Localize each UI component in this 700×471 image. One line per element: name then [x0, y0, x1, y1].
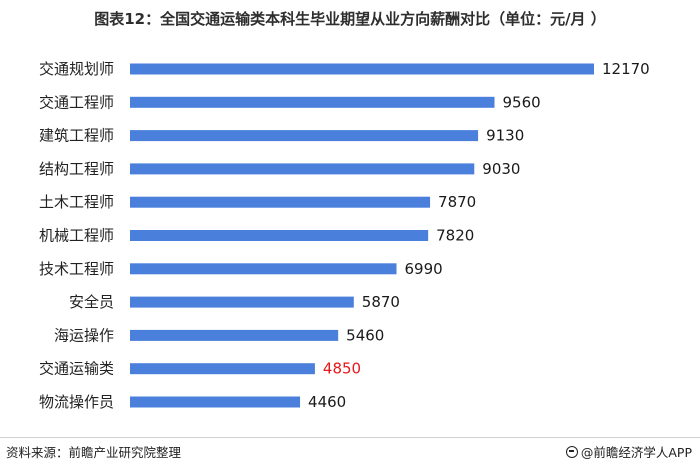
- value-label: 7820: [436, 227, 474, 245]
- brand-credit: @前瞻经济学人APP: [565, 442, 692, 461]
- bar: [130, 196, 431, 208]
- category-label: 技术工程师: [39, 260, 114, 278]
- chart-title: 图表12：全国交通运输类本科生毕业期望从业方向薪酬对比（单位：元/月 ）: [94, 10, 606, 28]
- bar: [130, 96, 495, 108]
- value-label: 9130: [486, 127, 524, 145]
- bar: [130, 163, 475, 175]
- category-label: 交通规划师: [39, 60, 114, 78]
- brand-credit-text: @前瞻经济学人APP: [580, 445, 692, 460]
- app-logo-icon: [565, 445, 578, 458]
- category-label: 建筑工程师: [39, 127, 114, 145]
- footer-divider: [0, 437, 700, 438]
- bar: [130, 130, 479, 142]
- category-label: 土木工程师: [39, 193, 114, 211]
- value-label: 9560: [502, 93, 540, 111]
- value-label: 12170: [602, 60, 650, 78]
- value-label: 5460: [346, 326, 384, 344]
- value-label: 9030: [482, 160, 520, 178]
- value-label: 4460: [308, 393, 346, 411]
- bar: [130, 329, 339, 341]
- bar: [130, 63, 594, 75]
- bar: [130, 230, 429, 241]
- category-label: 机械工程师: [39, 227, 114, 245]
- value-label: 4850: [323, 360, 361, 378]
- value-label: 5870: [362, 293, 400, 311]
- category-label: 交通运输类: [39, 360, 114, 378]
- category-label: 海运操作: [54, 326, 114, 344]
- bar: [130, 296, 354, 308]
- bar: [130, 363, 315, 375]
- bar: [130, 396, 301, 408]
- bar: [130, 263, 397, 275]
- category-label: 安全员: [69, 293, 114, 311]
- category-label: 物流操作员: [39, 393, 114, 411]
- category-label: 交通工程师: [39, 93, 114, 111]
- source-note: 资料来源：前瞻产业研究院整理: [6, 445, 182, 460]
- value-label: 6990: [405, 260, 443, 278]
- value-label: 7870: [438, 193, 476, 211]
- category-label: 结构工程师: [39, 160, 114, 178]
